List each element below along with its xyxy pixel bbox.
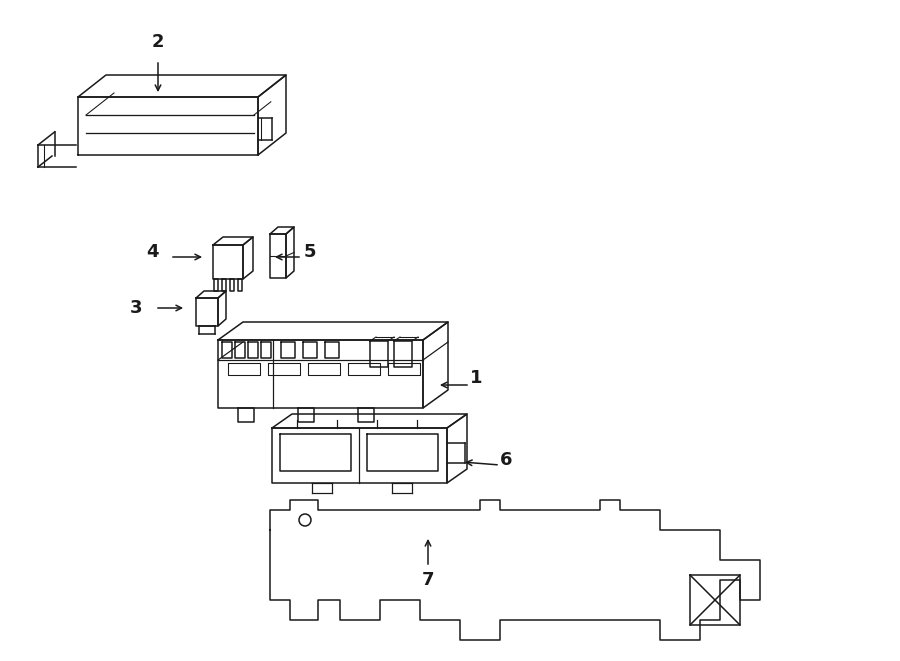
Text: 1: 1 — [470, 369, 482, 387]
Text: 5: 5 — [304, 243, 316, 261]
Text: 4: 4 — [146, 243, 158, 261]
Text: 2: 2 — [152, 33, 164, 51]
Text: 3: 3 — [130, 299, 142, 317]
Text: 6: 6 — [500, 451, 512, 469]
Text: 7: 7 — [422, 571, 434, 589]
